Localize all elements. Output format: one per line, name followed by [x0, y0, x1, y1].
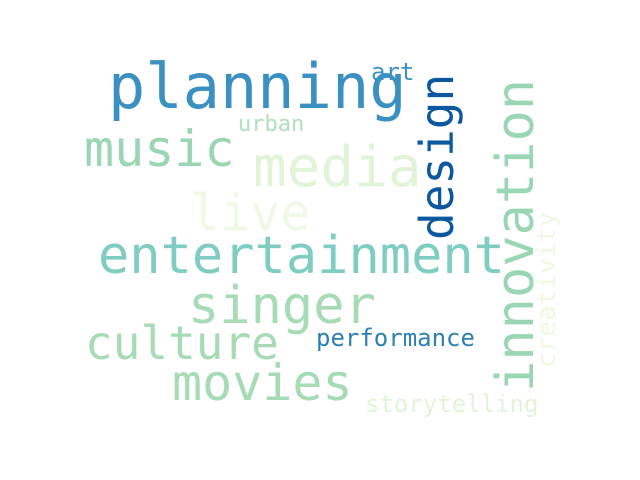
- word-storytelling: storytelling: [365, 390, 539, 418]
- word-urban: urban: [238, 112, 305, 137]
- word-movies: movies: [172, 354, 353, 412]
- word-music: music: [84, 120, 235, 178]
- word-planning: planning: [108, 50, 407, 123]
- word-singer: singer: [188, 276, 376, 336]
- word-art: art: [371, 58, 415, 86]
- word-live: live: [190, 184, 311, 242]
- word-creativity: creativity: [532, 211, 562, 368]
- word-entertainment: entertainment: [98, 226, 505, 286]
- word-performance: performance: [316, 324, 475, 352]
- word-design: design: [410, 73, 464, 240]
- word-media: media: [253, 135, 422, 200]
- word-culture: culture: [85, 316, 279, 370]
